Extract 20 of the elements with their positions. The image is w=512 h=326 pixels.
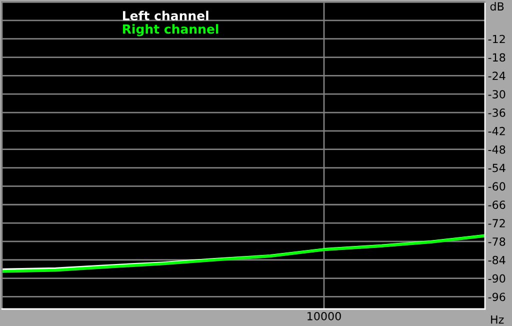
y-tick-label: -84: [488, 256, 506, 264]
y-tick-label: -42: [488, 126, 505, 136]
y-tick-label: -54: [488, 164, 506, 172]
text: Right channel: [122, 24, 218, 36]
y-tick-label: -48: [488, 145, 506, 154]
y-tick-label: -12: [488, 34, 505, 44]
y-tick-label: -36: [488, 108, 506, 117]
y-tick-label: -66: [488, 200, 506, 209]
y-tick-label: -72: [488, 219, 505, 228]
y-tick-label: -90: [488, 274, 506, 283]
y-tick-label: -78: [488, 237, 506, 246]
y-tick-label: -18: [488, 53, 506, 62]
y-tick-label: -60: [488, 182, 506, 191]
y-axis-title: dB: [490, 2, 504, 11]
y-tick-label: -24: [488, 72, 506, 80]
y-tick-label: -96: [488, 292, 506, 302]
x-tick-label: 10000: [308, 312, 341, 320]
y-tick-label: -30: [488, 90, 506, 98]
text: Left channel: [122, 10, 208, 20]
x-axis-title: Hz: [491, 315, 504, 324]
